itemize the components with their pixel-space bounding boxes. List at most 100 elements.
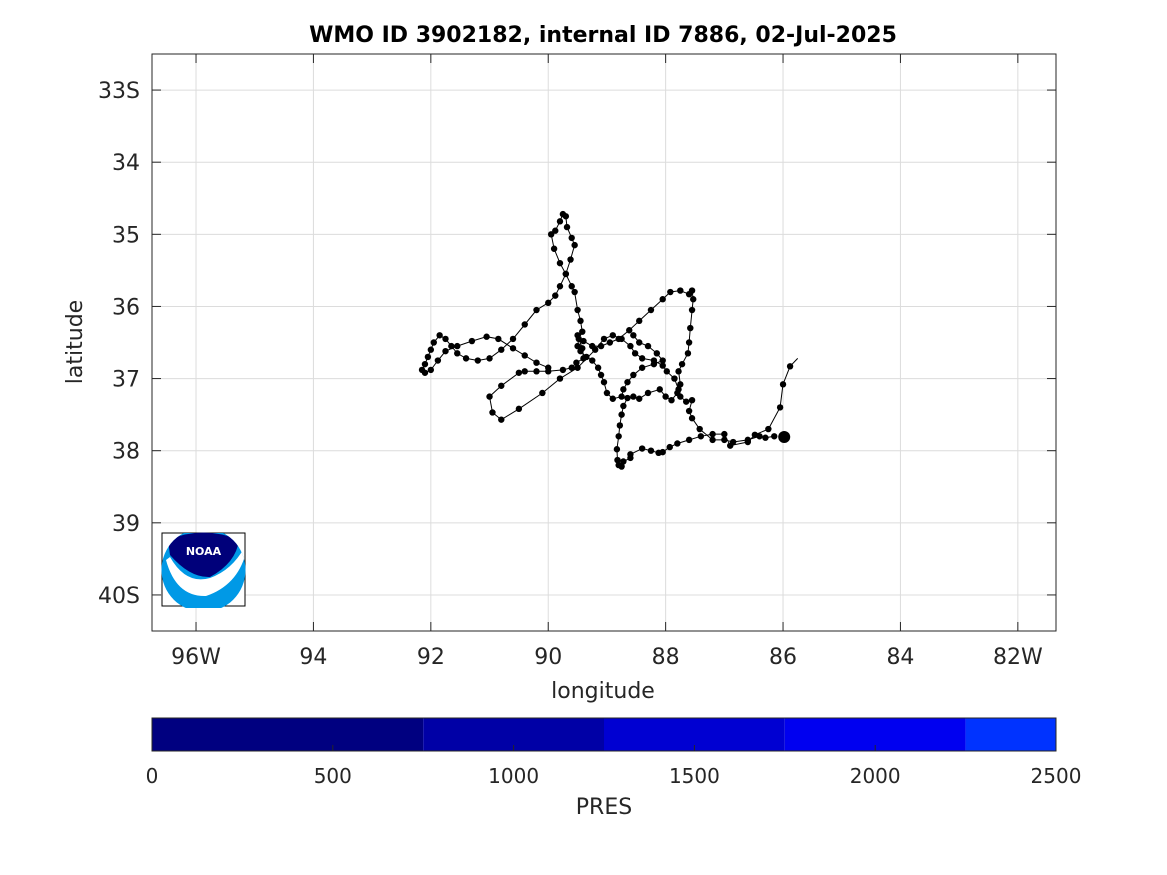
track-point: [631, 350, 639, 357]
colorbar-segment: [152, 718, 424, 751]
x-tick-label: 84: [886, 645, 914, 670]
track-point: [677, 381, 684, 388]
y-tick-label: 33S: [98, 79, 140, 104]
track-point: [486, 393, 493, 400]
track-point: [685, 407, 693, 415]
track-point: [685, 339, 693, 346]
track-point: [644, 342, 652, 350]
y-tick-label: 39: [112, 512, 140, 537]
track-point: [533, 368, 540, 375]
track-point: [567, 256, 574, 263]
y-tick-label: 35: [112, 223, 140, 248]
track-point: [668, 397, 675, 404]
track-point: [721, 430, 728, 438]
track-point: [786, 363, 794, 370]
track-point: [579, 328, 586, 335]
track-point: [674, 440, 681, 447]
track-point: [442, 347, 449, 355]
track-point: [442, 335, 449, 343]
track-point: [563, 223, 571, 231]
track-point: [685, 290, 693, 298]
track-point: [696, 425, 703, 433]
track-point: [671, 375, 678, 382]
track-point: [577, 347, 584, 355]
track-point: [636, 395, 643, 402]
track-point: [434, 357, 442, 364]
colorbar-tick-label: 2500: [1031, 764, 1082, 788]
colorbar-segment: [965, 718, 1056, 751]
track-point: [574, 364, 581, 371]
plot-frame: [151, 53, 1057, 632]
track-point: [603, 389, 611, 397]
track-point: [729, 438, 737, 446]
track-point: [591, 346, 599, 353]
track-point: [483, 333, 490, 340]
track-point: [615, 461, 622, 469]
x-tick-label: 96W: [171, 645, 221, 670]
noaa-logo-text: NOAA: [186, 545, 222, 558]
track-point: [630, 371, 637, 379]
track-point: [615, 433, 622, 440]
last-position-marker: [778, 430, 791, 443]
x-axis-label: longitude: [551, 679, 655, 704]
colorbar-tick-label: 500: [314, 764, 352, 788]
track-point: [653, 350, 661, 357]
track-point: [688, 415, 696, 422]
track-point: [630, 393, 637, 400]
x-tick-label: 82W: [993, 645, 1043, 670]
track-point: [697, 433, 705, 440]
track-point: [545, 364, 552, 371]
track-point: [515, 405, 523, 413]
chart-title: WMO ID 3902182, internal ID 7886, 02-Jul…: [309, 23, 897, 48]
track-point: [609, 332, 617, 339]
track-point: [776, 404, 784, 411]
axis-ticks: 96W 94 92 90 88 86 84 82W 33S 34 35 36 37 38 39 40S: [98, 54, 1056, 670]
track-point: [486, 355, 493, 362]
track-point: [684, 350, 692, 357]
track-point: [421, 369, 429, 376]
track-point: [638, 364, 646, 371]
track-point: [427, 366, 435, 374]
track-point: [688, 397, 696, 404]
track-point: [626, 327, 633, 334]
track-point: [498, 416, 505, 423]
track-point: [606, 339, 614, 346]
colorbar-tick-label: 1000: [488, 764, 539, 788]
track-point: [562, 270, 570, 278]
track-point: [533, 359, 540, 366]
track-point: [597, 342, 605, 350]
track-point: [659, 357, 666, 364]
track-point: [620, 458, 627, 465]
track-point: [430, 339, 437, 346]
track-point: [638, 355, 646, 362]
track-point: [547, 231, 555, 238]
track-point: [685, 436, 693, 444]
colorbar-ticks: 0 500 1000 1500 2000 2500: [146, 745, 1082, 788]
float-track: [418, 210, 799, 470]
track-point: [468, 337, 476, 345]
colorbar-label: PRES: [576, 795, 632, 820]
y-axis-label: latitude: [63, 300, 88, 384]
track-point: [568, 364, 575, 371]
track-point: [533, 306, 540, 314]
track-point: [521, 352, 528, 359]
track-point: [600, 378, 608, 386]
y-tick-label: 37: [112, 368, 140, 393]
track-point: [647, 306, 655, 314]
track-point: [559, 366, 567, 374]
track-point: [618, 335, 625, 343]
track-point: [690, 296, 697, 303]
track-point: [509, 345, 517, 352]
track-point: [675, 368, 682, 375]
track-point: [462, 355, 470, 362]
track-point: [663, 368, 671, 375]
noaa-logo: NOAA: [161, 532, 246, 608]
track-point: [568, 283, 575, 290]
track-point: [573, 359, 580, 366]
track-point: [618, 411, 625, 418]
track-point: [421, 360, 429, 368]
track-point: [709, 436, 716, 444]
track-point: [616, 422, 624, 429]
colorbar-tick-label: 2000: [850, 764, 901, 788]
track-point: [620, 402, 627, 410]
